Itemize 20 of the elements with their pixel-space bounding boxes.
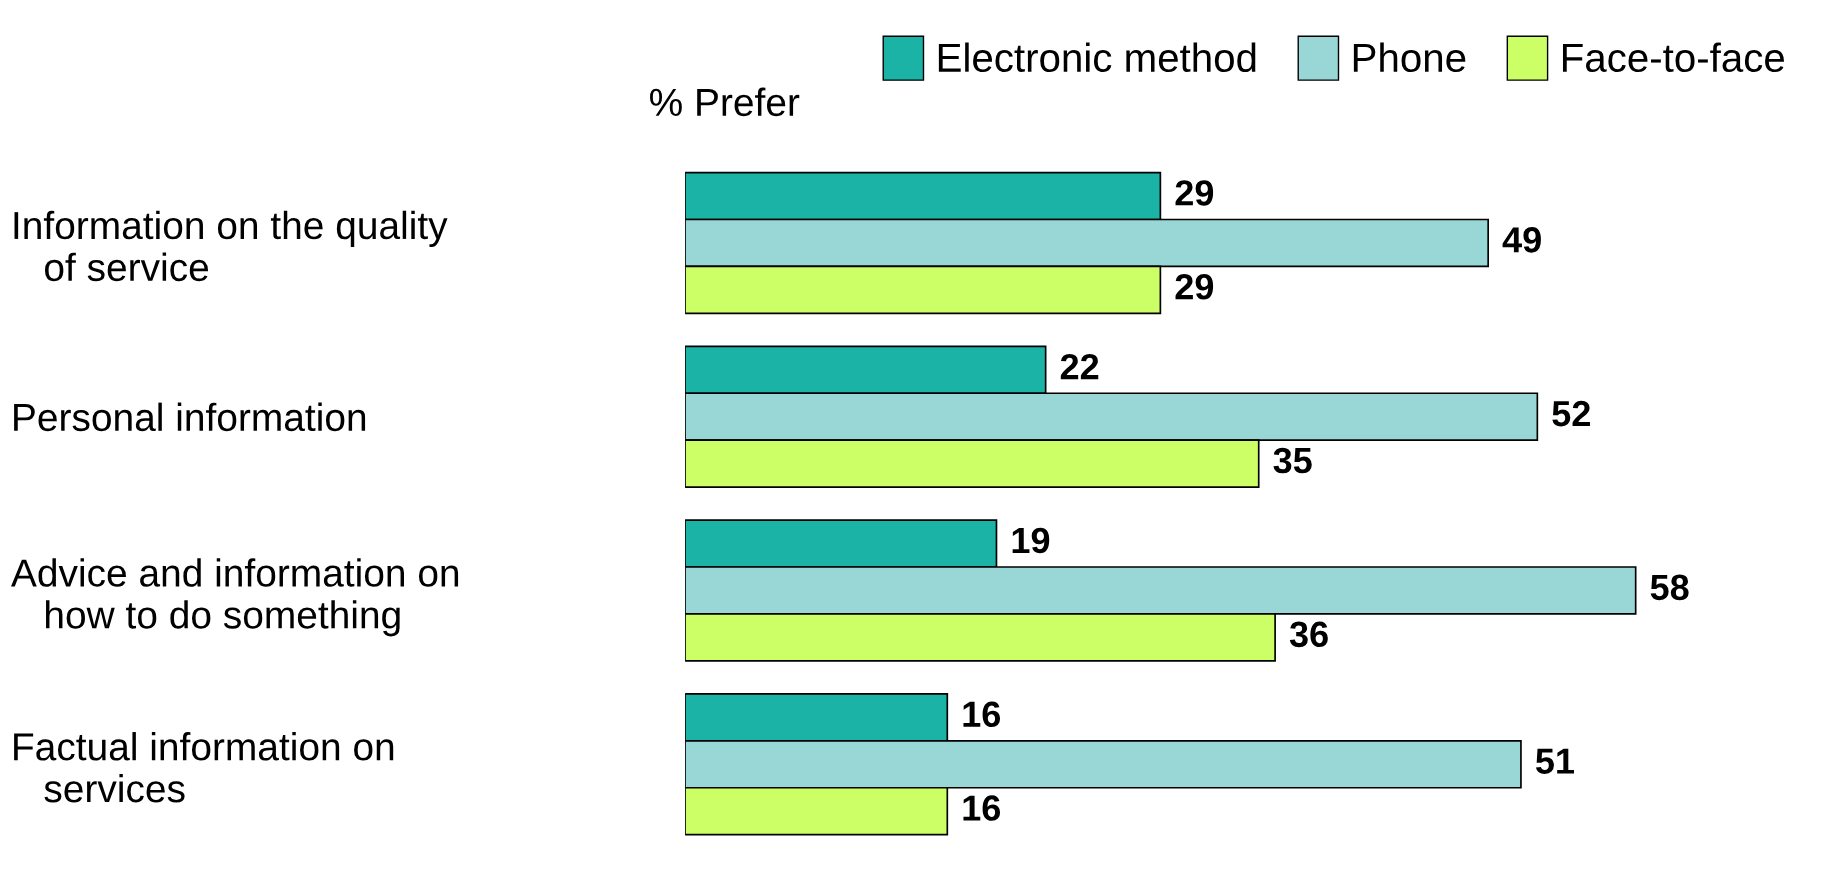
data-label: 36 bbox=[1289, 621, 1328, 648]
y-tick-label: Information on the quality of service bbox=[14, 210, 448, 282]
data-label: 16 bbox=[963, 701, 1001, 728]
y-tick-label: Personal information bbox=[14, 402, 366, 432]
legend-label: Phone bbox=[1353, 42, 1466, 73]
data-label: 22 bbox=[1060, 353, 1099, 380]
x-axis-title: % Prefer bbox=[650, 87, 800, 117]
data-label: 19 bbox=[1012, 527, 1050, 554]
data-label: 29 bbox=[1175, 273, 1214, 300]
data-label: 49 bbox=[1502, 227, 1541, 253]
data-label: 51 bbox=[1535, 748, 1574, 774]
y-tick-label: Advice and information on how to do something bbox=[11, 558, 459, 637]
data-label: 16 bbox=[963, 795, 1001, 821]
legend-label: Face-to-face bbox=[1562, 42, 1784, 73]
data-label: 29 bbox=[1175, 180, 1214, 206]
data-label: 52 bbox=[1552, 400, 1590, 427]
y-tick-label: Factual information on services bbox=[14, 732, 394, 803]
data-label: 58 bbox=[1650, 574, 1689, 601]
legend-label: Electronic method bbox=[938, 42, 1256, 73]
data-label: 35 bbox=[1273, 447, 1312, 474]
